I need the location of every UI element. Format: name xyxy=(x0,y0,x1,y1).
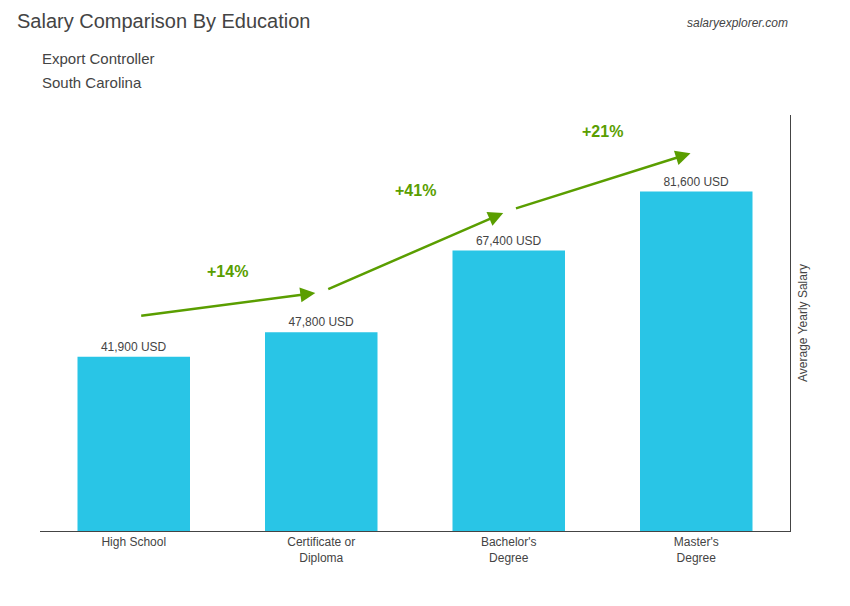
svg-text:High School: High School xyxy=(101,535,166,549)
svg-text:+41%: +41% xyxy=(395,182,436,199)
svg-text:81,600 USD: 81,600 USD xyxy=(663,175,729,189)
svg-text:+21%: +21% xyxy=(582,123,623,140)
svg-text:Certificate orDiploma: Certificate orDiploma xyxy=(287,535,355,565)
svg-text:salaryexplorer.com: salaryexplorer.com xyxy=(687,16,788,30)
svg-text:Bachelor'sDegree: Bachelor'sDegree xyxy=(481,535,537,565)
svg-text:Average Yearly Salary: Average Yearly Salary xyxy=(796,264,810,382)
svg-text:Export Controller: Export Controller xyxy=(42,50,155,67)
svg-text:47,800 USD: 47,800 USD xyxy=(288,315,354,329)
svg-text:South Carolina: South Carolina xyxy=(42,74,142,91)
svg-text:+14%: +14% xyxy=(207,263,248,280)
svg-text:Salary Comparison By Education: Salary Comparison By Education xyxy=(17,10,310,32)
svg-text:67,400 USD: 67,400 USD xyxy=(476,234,542,248)
svg-text:41,900 USD: 41,900 USD xyxy=(101,340,167,354)
svg-text:Master'sDegree: Master'sDegree xyxy=(674,535,719,565)
